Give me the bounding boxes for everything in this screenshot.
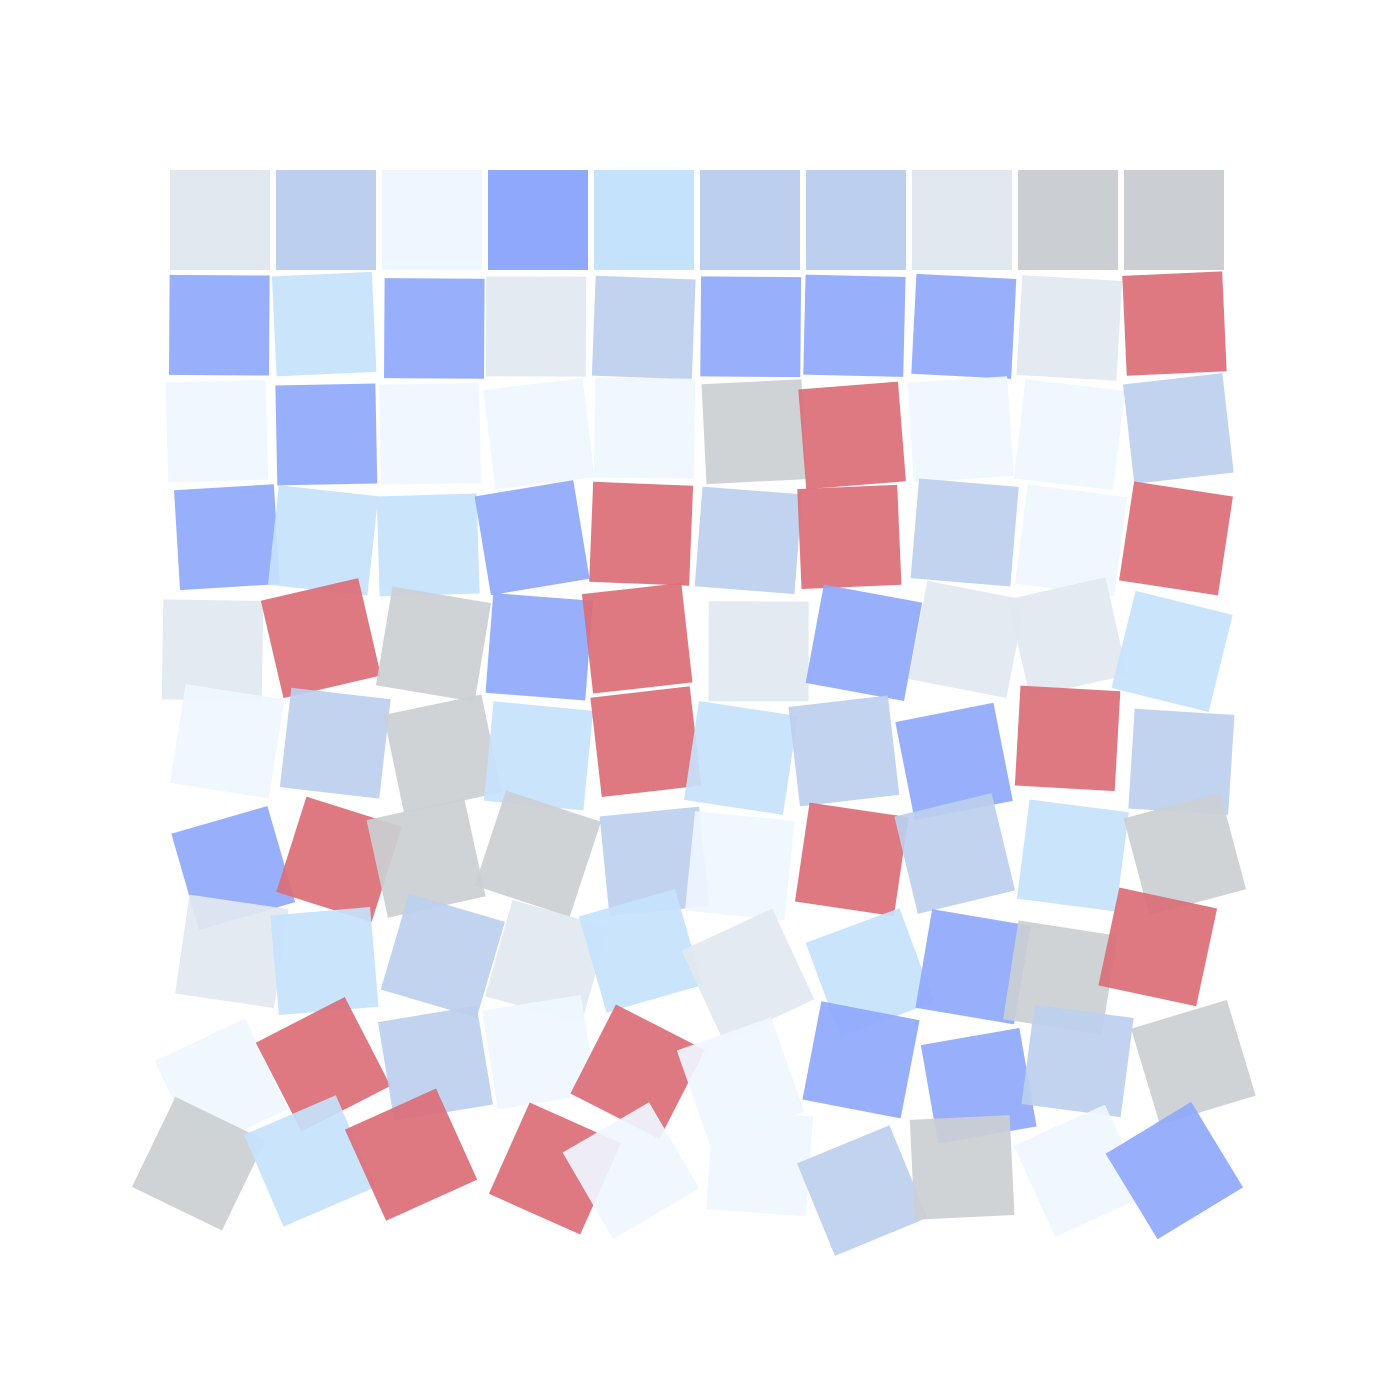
tile-r10-c3 — [344, 1088, 478, 1221]
tile-r4-c3 — [376, 493, 480, 597]
tile-r1-c9 — [1018, 170, 1118, 270]
tile-r2-c5 — [591, 275, 696, 380]
tile-r6-c7 — [788, 695, 900, 807]
tile-r2-c3 — [383, 278, 485, 379]
tile-r1-c7 — [806, 170, 906, 270]
tile-r8-c8 — [915, 909, 1031, 1025]
tile-r10-c1 — [131, 1096, 266, 1231]
tile-r8-c4 — [485, 899, 609, 1024]
tile-r10-c6 — [706, 1109, 814, 1217]
tile-r9-c6 — [676, 1017, 805, 1145]
tile-r5-c7 — [805, 584, 923, 702]
tile-r5-c9 — [1007, 577, 1128, 697]
tile-r1-c8 — [912, 170, 1012, 270]
tile-r10-c7 — [796, 1125, 928, 1256]
tile-r8-c3 — [380, 893, 505, 1018]
tile-r2-c7 — [803, 274, 906, 377]
tile-r3-c10 — [1122, 373, 1234, 484]
tile-r6-c9 — [1014, 685, 1121, 792]
tile-r4-c1 — [174, 484, 280, 591]
tile-r2-c4 — [485, 276, 587, 377]
tile-r7-c7 — [794, 802, 909, 917]
tile-r2-c1 — [168, 274, 270, 376]
tile-r5-c8 — [908, 580, 1026, 699]
tile-r1-c5 — [594, 170, 694, 270]
tile-r10-c4 — [488, 1102, 621, 1235]
tile-r3-c5 — [593, 377, 696, 479]
tile-r10-c8 — [909, 1115, 1015, 1220]
tile-r4-c4 — [474, 480, 590, 596]
tile-r2-c9 — [1016, 275, 1123, 381]
tile-r2-c8 — [911, 273, 1017, 379]
tile-r5-c10 — [1111, 590, 1233, 712]
tile-r9-c3 — [377, 1005, 493, 1121]
tile-r3-c2 — [275, 383, 378, 486]
tile-r3-c7 — [798, 381, 906, 490]
tile-r6-c8 — [895, 702, 1013, 821]
tile-r7-c3 — [366, 798, 486, 918]
tile-r4-c2 — [267, 485, 379, 596]
tile-r8-c2 — [270, 907, 379, 1016]
tile-r5-c2 — [260, 578, 381, 699]
tile-r4-c7 — [797, 484, 902, 590]
tile-r6-c5 — [590, 686, 702, 798]
tile-r5-c5 — [581, 582, 693, 694]
tile-r6-c1 — [169, 683, 285, 799]
tile-r2-c6 — [700, 276, 802, 378]
tile-r4-c8 — [910, 478, 1019, 587]
tile-r2-c10 — [1122, 271, 1227, 376]
tile-r9-c4 — [482, 994, 597, 1110]
tile-r8-c1 — [175, 894, 289, 1009]
tile-r6-c6 — [684, 700, 798, 815]
tile-r9-c2 — [255, 996, 391, 1132]
tile-r1-c6 — [700, 170, 800, 270]
tile-r10-c5 — [562, 1102, 700, 1239]
tile-r1-c10 — [1124, 170, 1224, 270]
tile-r9-c9 — [1021, 1004, 1134, 1118]
tile-r6-c4 — [483, 701, 594, 811]
tile-r7-c9 — [1016, 799, 1129, 912]
tile-r9-c8 — [920, 1027, 1037, 1144]
tile-r3-c8 — [907, 376, 1014, 483]
tile-r8-c10 — [1098, 887, 1218, 1007]
tile-r7-c10 — [1123, 792, 1247, 916]
tile-r9-c7 — [802, 1001, 920, 1119]
tile-r3-c6 — [701, 379, 807, 485]
tile-r7-c8 — [894, 793, 1016, 914]
tile-r5-c1 — [161, 599, 264, 701]
tile-r3-c1 — [165, 379, 269, 483]
tile-r4-c5 — [589, 481, 694, 586]
tile-r8-c9 — [1003, 920, 1118, 1035]
tile-r3-c9 — [1013, 379, 1125, 491]
tile-r4-c10 — [1119, 481, 1233, 596]
tile-r5-c4 — [485, 593, 593, 701]
tile-r6-c2 — [279, 687, 391, 799]
tile-r7-c4 — [474, 790, 602, 917]
tile-r6-c10 — [1128, 708, 1235, 815]
tile-r6-c3 — [383, 694, 502, 813]
tile-r5-c6 — [708, 601, 809, 702]
tile-r4-c6 — [694, 486, 803, 595]
tile-r4-c9 — [1015, 484, 1127, 597]
tile-r8-c5 — [578, 888, 703, 1013]
tile-r3-c4 — [483, 377, 595, 490]
tile-r9-c10 — [1131, 999, 1256, 1125]
tile-r1-c1 — [170, 170, 270, 270]
tile-r3-c3 — [379, 382, 482, 485]
tile-r7-c6 — [684, 811, 795, 921]
tile-r9-c5 — [570, 1004, 705, 1140]
tile-r7-c5 — [599, 806, 709, 917]
tile-r1-c3 — [382, 170, 482, 270]
tile-r2-c2 — [271, 271, 377, 377]
tile-r10-c9 — [1013, 1104, 1147, 1237]
tile-r5-c3 — [375, 586, 492, 702]
tile-r1-c4 — [488, 170, 588, 270]
tile-r8-c6 — [681, 908, 815, 1042]
tile-r10-c2 — [243, 1095, 376, 1227]
tile-r1-c2 — [276, 170, 376, 270]
tile-r10-c10 — [1105, 1101, 1244, 1240]
